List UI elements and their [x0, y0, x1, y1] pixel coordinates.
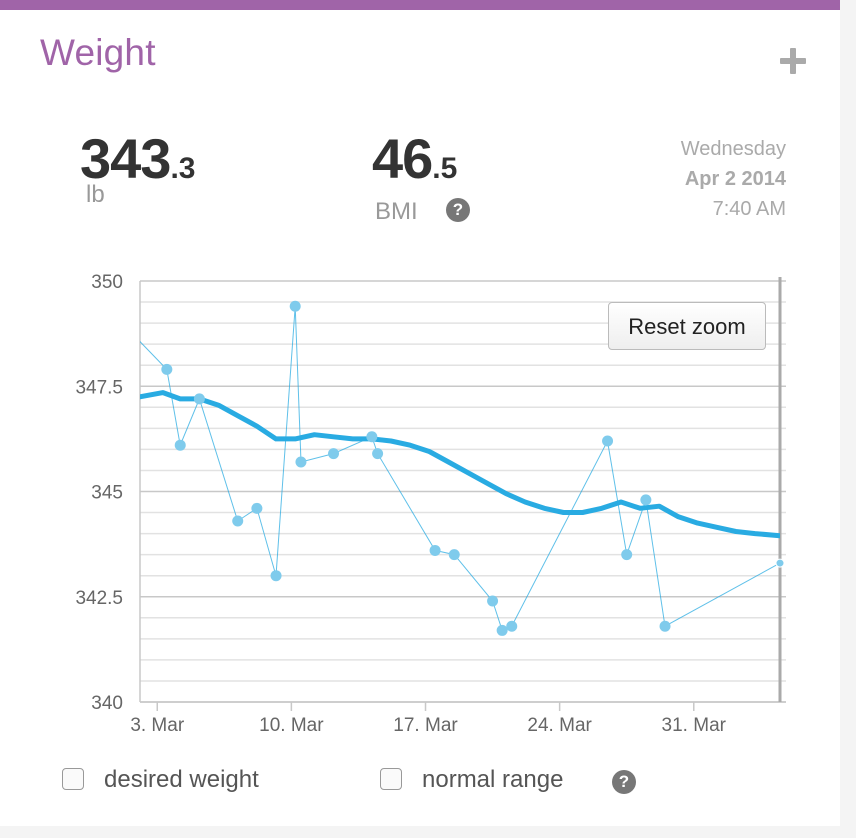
measurement-point: [775, 558, 785, 568]
x-tick-label: 31. Mar: [662, 715, 727, 736]
trend-line: [140, 390, 780, 539]
measurement-point: [372, 448, 384, 460]
current-weight: 343.3: [80, 126, 195, 191]
x-tick-label: 17. Mar: [393, 715, 458, 736]
bmi-help-icon[interactable]: ?: [446, 198, 470, 222]
desired-weight-checkbox[interactable]: [62, 767, 84, 790]
y-tick-label: 340: [91, 693, 123, 714]
desired-weight-option[interactable]: desired weight: [62, 766, 259, 794]
measurement-line: [140, 306, 780, 632]
measurement-point: [506, 620, 518, 632]
measurement-point: [270, 570, 282, 582]
normal-range-option[interactable]: normal range: [380, 766, 563, 794]
x-tick-label: 10. Mar: [259, 715, 324, 736]
reset-zoom-button[interactable]: Reset zoom: [608, 302, 766, 350]
y-tick-label: 342.5: [75, 588, 123, 609]
measurement-point: [602, 435, 614, 447]
measurement-date: Wednesday Apr 2 2014 7:40 AM: [681, 134, 786, 224]
bmi-label: BMI: [375, 198, 418, 225]
x-tick-label: 24. Mar: [527, 715, 592, 736]
y-tick-label: 345: [91, 483, 123, 504]
weight-chart[interactable]: 340 342.5 345 347.5 350 3. Mar 10. Mar 17. Mar…: [0, 240, 856, 750]
measurement-point: [448, 549, 460, 561]
normal-range-label: normal range: [422, 766, 564, 793]
measurement-point: [366, 431, 378, 443]
add-icon[interactable]: [780, 48, 806, 74]
y-axis: 340 342.5 345 347.5 350: [75, 272, 123, 714]
measurement-point: [659, 620, 671, 632]
measurement-point: [251, 502, 263, 514]
chart-series: [140, 300, 785, 636]
x-axis: 3. Mar 10. Mar 17. Mar 24. Mar 31. Mar: [130, 277, 786, 736]
weight-whole: 343: [80, 127, 171, 190]
measurement-point: [621, 549, 633, 561]
measurement-point: [487, 595, 499, 607]
bmi-decimal: .5: [432, 152, 458, 185]
normal-range-help-icon[interactable]: ?: [612, 770, 636, 794]
desired-weight-label: desired weight: [104, 766, 259, 793]
normal-range-checkbox[interactable]: [380, 767, 402, 790]
measurement-point: [295, 456, 307, 468]
measurement-point: [429, 544, 441, 556]
date-weekday: Wednesday: [680, 138, 786, 160]
weight-decimal: .3: [170, 152, 196, 185]
card-title: Weight: [40, 32, 156, 73]
measurement-point: [193, 393, 205, 405]
current-bmi: 46.5: [372, 126, 457, 191]
measurement-point: [161, 363, 173, 375]
measurement-point: [496, 624, 508, 636]
measurement-point: [328, 448, 340, 460]
x-tick-label: 3. Mar: [130, 715, 185, 736]
measurement-point: [640, 494, 652, 506]
y-tick-label: 350: [91, 272, 123, 293]
measurement-point: [232, 515, 244, 527]
y-tick-label: 347.5: [75, 377, 123, 398]
bmi-whole: 46: [372, 127, 433, 190]
measurement-point: [174, 439, 186, 451]
measurement-point: [289, 300, 301, 312]
date-time: 7:40 AM: [712, 198, 786, 220]
date-date: Apr 2 2014: [684, 168, 786, 190]
weight-unit: lb: [86, 181, 105, 208]
